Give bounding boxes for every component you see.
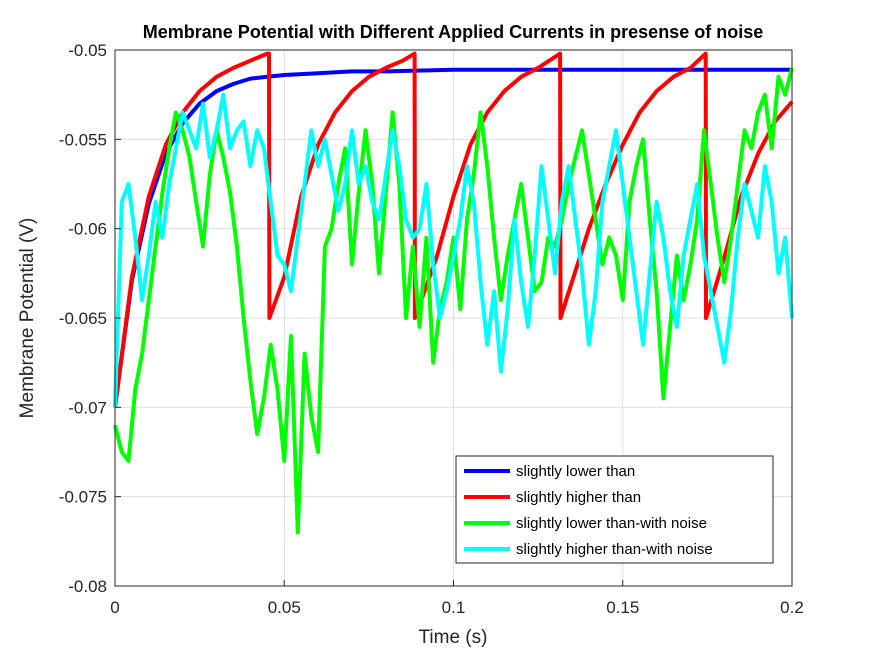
y-tick-label: -0.075 (59, 488, 107, 507)
x-tick-label: 0.2 (780, 598, 804, 617)
y-tick-label: -0.05 (68, 41, 107, 60)
x-ticks: 0 0.05 0.1 0.15 0.2 (110, 580, 804, 617)
y-tick-label: -0.06 (68, 220, 107, 239)
chart-title: Membrane Potential with Different Applie… (143, 22, 763, 42)
legend-label-slightly-higher-noise: slightly higher than-with noise (516, 541, 713, 558)
y-tick-label: -0.07 (68, 398, 107, 417)
x-axis-label: Time (s) (419, 627, 488, 648)
y-tick-label: -0.055 (59, 130, 107, 149)
y-tick-label: -0.065 (59, 309, 107, 328)
x-tick-label: 0 (110, 598, 119, 617)
x-tick-label: 0.15 (606, 598, 639, 617)
legend-label-slightly-lower-noise: slightly lower than-with noise (516, 515, 707, 532)
legend-box (455, 455, 774, 564)
series-line-slightly-higher (113, 51, 794, 408)
legend-label-slightly-higher: slightly higher than (516, 489, 641, 506)
legend-label-slightly-lower: slightly lower than (516, 463, 635, 480)
y-tick-label: -0.08 (68, 577, 107, 596)
series-line-slightly-lower-noise (113, 67, 794, 535)
series-layer (113, 51, 794, 535)
legend: slightly lower than slightly higher than… (455, 455, 774, 564)
x-tick-label: 0.05 (268, 598, 301, 617)
y-ticks: -0.08 -0.075 -0.07 -0.065 -0.06 -0.055 -0.05 (59, 41, 121, 596)
x-tick-label: 0.1 (442, 598, 466, 617)
y-axis-label: Membrane Potential (V) (17, 218, 38, 419)
series-line-slightly-higher-noise (113, 92, 794, 408)
